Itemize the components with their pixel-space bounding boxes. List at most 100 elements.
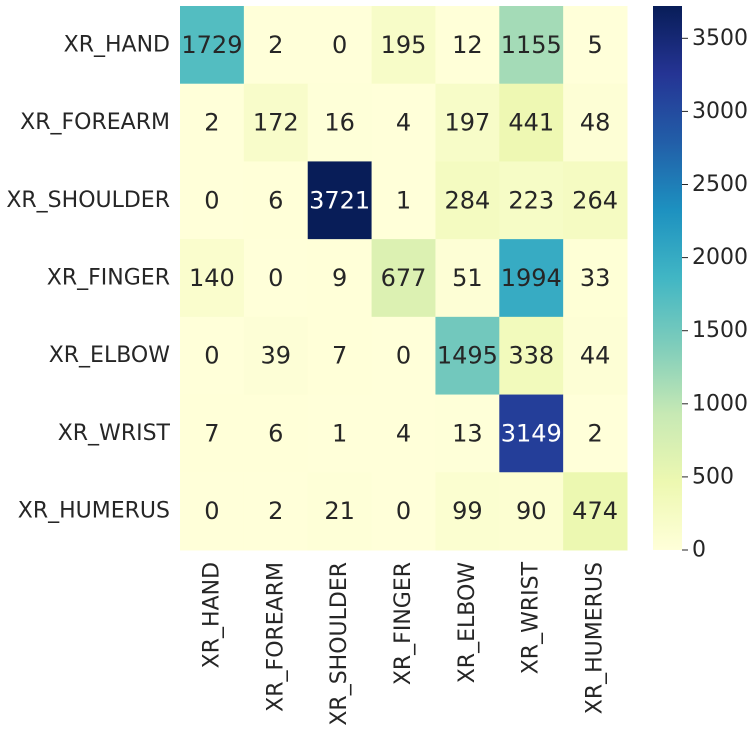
heatmap-cell: [243, 472, 309, 551]
heatmap-cell: [371, 6, 436, 85]
heatmap-cell: [435, 83, 500, 162]
cell-value-label: 48: [580, 109, 611, 137]
heatmap-cell: [243, 161, 309, 240]
heatmap-cell: [371, 161, 436, 240]
heatmap-cell: [499, 6, 564, 85]
heatmap-cell: [563, 394, 628, 473]
cell-value-label: 1: [332, 419, 347, 447]
cell-value-label: 13: [452, 419, 483, 447]
cell-value-label: 195: [381, 31, 427, 59]
y-tick-label: XR_FINGER: [47, 265, 170, 290]
cell-value-label: 0: [396, 497, 411, 525]
heatmap-cell: [371, 239, 436, 318]
cell-value-label: 284: [444, 186, 490, 214]
heatmap-cell: [563, 316, 628, 396]
heatmap-cell: [307, 472, 373, 551]
cell-value-label: 0: [396, 342, 411, 370]
heatmap-cell: [435, 316, 500, 396]
y-tick-label: XR_SHOULDER: [6, 188, 170, 213]
heatmap-cell: [180, 316, 245, 396]
x-tick-label: XR_HUMERUS: [583, 562, 608, 714]
heatmap-cell: [243, 394, 309, 473]
y-tick-label: XR_FOREARM: [20, 110, 170, 135]
cell-value-label: 44: [580, 342, 611, 370]
x-axis-tick-labels: XR_HAND XR_FOREARM XR_SHOULDER XR_FINGER XR_…: [199, 561, 607, 725]
colorbar-ticks: 0 500 1000 1500 2000 2500 3000 3500: [682, 26, 748, 563]
heatmap-cell: [180, 394, 245, 473]
y-axis-tick-labels: XR_HAND XR_FOREARM XR_SHOULDER XR_FINGER XR_…: [6, 32, 170, 523]
cell-value-label: 9: [332, 264, 347, 292]
heatmap-cell: [563, 472, 628, 551]
heatmap-cells: [180, 6, 628, 551]
x-tick-label: XR_FOREARM: [263, 562, 288, 712]
x-tick-label: XR_ELBOW: [455, 562, 480, 684]
heatmap-cell: [563, 6, 628, 85]
cell-value-label: 441: [508, 109, 554, 137]
y-tick-label: XR_WRIST: [58, 421, 171, 446]
cell-value-label: 172: [253, 109, 299, 137]
colorbar-gradient: [653, 6, 682, 550]
heatmap-cell: [180, 6, 245, 85]
cell-value-label: 1994: [501, 264, 562, 292]
cell-value-label: 4: [396, 419, 411, 447]
heatmap-cell: [435, 472, 500, 551]
cell-value-label: 7: [332, 342, 347, 370]
heatmap-cell: [499, 83, 564, 162]
heatmap-cell: [563, 239, 628, 318]
cell-value-label: 3149: [501, 419, 562, 447]
heatmap-cell: [307, 161, 373, 240]
cell-value-label: 2: [204, 109, 219, 137]
heatmap-cell: [563, 161, 628, 240]
colorbar-tick-label: 500: [692, 464, 734, 489]
heatmap-cell: [243, 316, 309, 396]
colorbar-tick-label: 1000: [692, 391, 748, 416]
cell-value-label: 21: [324, 497, 355, 525]
cell-value-label: 12: [452, 31, 483, 59]
cell-value-label: 264: [572, 186, 618, 214]
cell-value-label: 2: [268, 497, 283, 525]
colorbar-tick-label: 2000: [692, 245, 748, 270]
heatmap-cell: [180, 472, 245, 551]
cell-value-label: 0: [204, 497, 219, 525]
heatmap-cell: [307, 83, 373, 162]
colorbar: 0 500 1000 1500 2000 2500 3000 3500: [653, 6, 748, 563]
cell-value-label: 474: [572, 497, 618, 525]
cell-value-label: 1495: [437, 342, 498, 370]
cell-value-label: 16: [324, 109, 355, 137]
cell-value-label: 1729: [181, 31, 242, 59]
cell-value-label: 0: [204, 186, 219, 214]
heatmap-cell: [435, 6, 500, 85]
heatmap-cell: [435, 161, 500, 240]
cell-value-label: 6: [268, 419, 283, 447]
cell-value-label: 140: [189, 264, 235, 292]
cell-value-label: 677: [381, 264, 427, 292]
heatmap-cell: [435, 394, 500, 473]
x-tick-label: XR_SHOULDER: [327, 562, 352, 726]
heatmap-cell: [307, 316, 373, 396]
cell-value-label: 0: [268, 264, 283, 292]
cell-value-label: 1155: [501, 31, 562, 59]
cell-value-label: 3721: [309, 186, 370, 214]
heatmap-cell: [180, 161, 245, 240]
heatmap-cell: [371, 472, 436, 551]
colorbar-tick-label: 2500: [692, 172, 748, 197]
heatmap-cell: [243, 239, 309, 318]
heatmap-cell: [307, 394, 373, 473]
cell-value-label: 2: [587, 419, 602, 447]
cell-value-label: 33: [580, 264, 611, 292]
heatmap-cell-labels: 1729 2 0 195 12 1155 52 172 16 4 197 441 480 6 3721 1 28…: [181, 31, 618, 525]
heatmap-cell: [371, 316, 436, 396]
heatmap-cell: [243, 6, 309, 85]
x-tick-label: XR_FINGER: [391, 562, 416, 685]
cell-value-label: 2: [268, 31, 283, 59]
heatmap-cell: [499, 161, 564, 240]
cell-value-label: 197: [444, 109, 490, 137]
y-tick-label: XR_HUMERUS: [18, 499, 170, 524]
heatmap-cell: [563, 83, 628, 162]
cell-value-label: 6: [268, 186, 283, 214]
heatmap-cell: [499, 239, 564, 318]
colorbar-tick-label: 0: [692, 538, 706, 563]
heatmap-cell: [499, 316, 564, 396]
y-tick-label: XR_HAND: [64, 32, 170, 57]
